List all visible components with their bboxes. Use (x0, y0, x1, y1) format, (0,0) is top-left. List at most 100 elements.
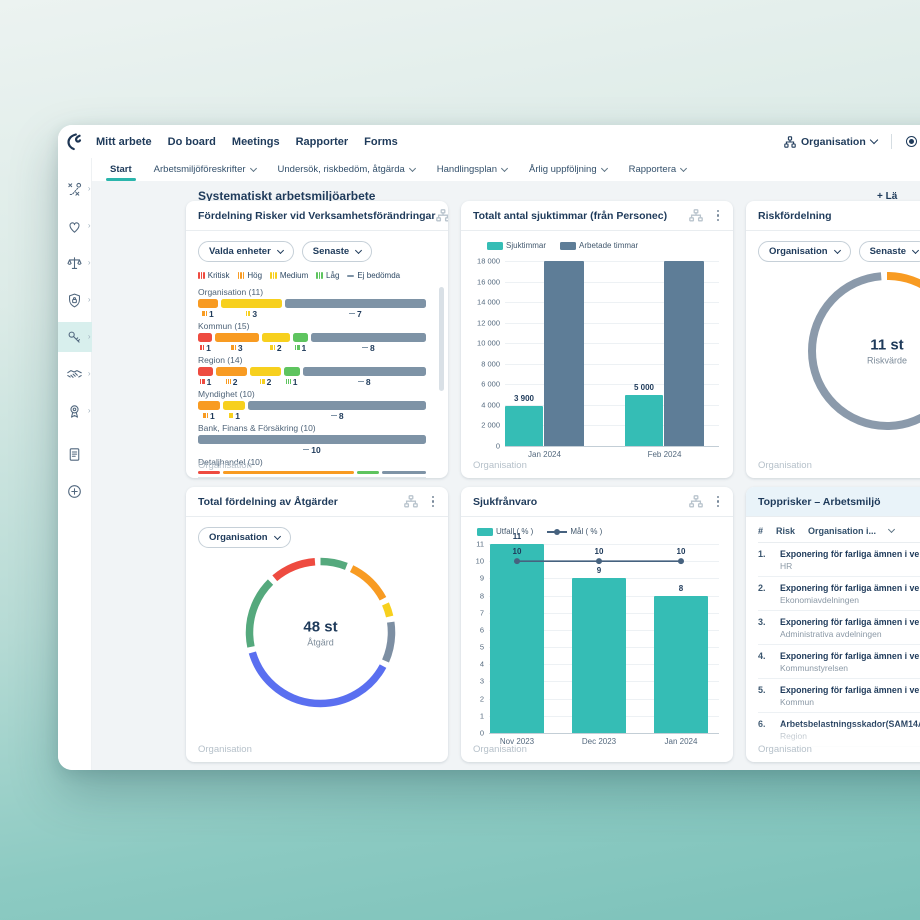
sidebar-item-heart[interactable]: › (58, 211, 92, 241)
bar-segment-hog (198, 401, 221, 410)
nav-item-forms[interactable]: Forms (364, 135, 398, 148)
swatch-bar (247, 311, 249, 316)
segment-count: 7 (357, 308, 362, 319)
legend-bars-swatch (316, 272, 324, 279)
swatch-bar (296, 345, 298, 350)
bar-segment-medium (223, 401, 246, 410)
filter-senaste[interactable]: Senaste (858, 241, 920, 262)
risk-row[interactable]: 5. Exponering för farliga ämnen i verksam… (758, 679, 920, 713)
sidebar-item-shield-lock[interactable]: › (58, 285, 92, 315)
card-menu-button[interactable] (713, 495, 723, 508)
card-scrollbar-thumb[interactable] (439, 287, 444, 391)
sidebar-item-handshake[interactable]: › (58, 359, 92, 389)
nav-item-mitt-arbete[interactable]: Mitt arbete (96, 135, 152, 148)
tab-handlingsplan[interactable]: Handlingsplan (436, 158, 509, 181)
tab-label: Handlingsplan (436, 164, 497, 175)
chevron-right-icon: › (87, 332, 91, 341)
y-tick-label: 5 (479, 642, 484, 652)
card-menu-button[interactable] (713, 209, 723, 222)
card-menu-button[interactable] (428, 495, 438, 508)
segment-value: 3 (221, 308, 282, 319)
segment-value: 1 (223, 410, 245, 421)
risk-row[interactable]: 1. Exponering för farliga ämnen i verksam… (758, 543, 920, 577)
filter-organisation[interactable]: Organisation (758, 241, 851, 262)
segment-values: 1 3 2 1 8 (198, 342, 426, 353)
chevron-right-icon: › (87, 221, 91, 230)
sidebar-item-key[interactable]: › (57, 322, 92, 352)
stacked-bar (198, 299, 426, 308)
risk-organisation: Region (780, 731, 807, 741)
chevron-down-icon (249, 164, 257, 172)
mini-bars-icon (228, 413, 234, 418)
sidebar-item-award[interactable]: › (58, 396, 92, 426)
org-chart-icon[interactable] (689, 209, 703, 222)
bar-sjuktimmar (505, 405, 543, 446)
risk-title: Exponering för farliga ämnen i verksamhe… (780, 583, 920, 593)
swatch-bar (203, 379, 205, 384)
risk-rank: 3. (758, 617, 766, 627)
risk-row[interactable]: 6. Arbetsbelastningsskador(SAM14AMRSK Regi… (758, 713, 920, 747)
tab-rlig-uppf-ljning[interactable]: Årlig uppföljning (529, 158, 608, 181)
legend-swatch (487, 241, 503, 250)
risk-row[interactable]: 3. Exponering för farliga ämnen i verksam… (758, 611, 920, 645)
sidebar-item-plus-circle[interactable] (58, 476, 92, 506)
donut-value: 48 st (303, 618, 338, 635)
y-tick-label: 8 000 (481, 359, 500, 369)
add-widget-link[interactable]: + Lä (877, 191, 898, 202)
segment-values: 1 3 7 (198, 308, 426, 319)
x-axis: 0 100% (198, 476, 426, 479)
risk-row[interactable]: 2. Exponering för farliga ämnen i verksam… (758, 577, 920, 611)
column-header-risk[interactable]: Risk (776, 526, 796, 536)
dash-icon (357, 380, 364, 383)
gridline (505, 363, 719, 365)
sidebar: › › › › › › › (57, 158, 92, 770)
legend-item-ej-bed-mda: Ej bedömda (347, 271, 400, 280)
risk-row[interactable]: 4. Exponering för farliga ämnen i verksam… (758, 645, 920, 679)
organisation-selector[interactable]: Organisation (784, 136, 879, 148)
bar-value-label: 9 (596, 566, 602, 576)
tab-start[interactable]: Start (106, 158, 136, 181)
mini-bars-icon (200, 379, 205, 384)
org-chart-icon[interactable] (435, 209, 448, 222)
segment-count: 2 (276, 342, 282, 353)
stacked-row-bank-finans-f-rs-kring-10: Bank, Finans & Försäkring (10) 10 (198, 423, 426, 455)
card-title: Fördelning Risker vid Verksamhetsförändr… (198, 209, 436, 222)
segment-value: 1 (293, 342, 307, 353)
filter-organisation[interactable]: Organisation (198, 527, 291, 548)
org-chart-icon[interactable] (689, 495, 703, 508)
document-icon (69, 447, 80, 461)
filter-senaste[interactable]: Senaste (301, 241, 373, 262)
tab-label: Start (110, 164, 132, 175)
handshake-icon (67, 369, 82, 378)
filter-valda-enheter[interactable]: Valda enheter (198, 241, 294, 262)
bar-segment-kritisk (198, 471, 220, 474)
app-logo-icon[interactable] (58, 125, 92, 158)
swatch-bar (240, 272, 242, 279)
filter-label: Senaste (312, 246, 350, 257)
top-bar: Mitt arbete Do board Meetings Rapporter Form… (58, 125, 920, 159)
tab-unders-k-riskbed-m-tg-rda[interactable]: Undersök, riskbedöm, åtgärda (278, 158, 416, 181)
tab-arbetsmilj-f-reskrifter[interactable]: Arbetsmiljöföreskrifter (154, 158, 257, 181)
column-header-[interactable]: # (758, 526, 764, 536)
column-header-organisation-i[interactable]: Organisation i... (808, 526, 877, 536)
nav-item-rapporter[interactable]: Rapporter (295, 135, 349, 148)
legend-item-sjuktimmar: Sjuktimmar (487, 241, 546, 250)
segment-value: 1 (198, 376, 213, 387)
card-title: Riskfördelning (758, 209, 832, 222)
sidebar-item-scales[interactable]: › (58, 248, 92, 278)
swatch-bar (198, 272, 200, 279)
y-tick-label: 3 (479, 676, 484, 686)
y-tick-label: 6 (479, 625, 484, 635)
legend-line-swatch (547, 528, 568, 535)
nav-item-do-board[interactable]: Do board (167, 135, 216, 148)
row-label: Kommun (15) (198, 321, 250, 331)
nav-item-meetings[interactable]: Meetings (231, 135, 280, 148)
card-title: Total fördelning av Åtgärder (198, 495, 338, 508)
org-chart-icon[interactable] (404, 495, 418, 508)
year-radio-selected[interactable] (905, 136, 917, 147)
tab-rapportera[interactable]: Rapportera (629, 158, 688, 181)
bar-segment-medium (221, 299, 282, 308)
card-header: Fördelning Risker vid Verksamhetsförändr… (186, 201, 448, 231)
sidebar-item-strategy[interactable]: › (58, 174, 92, 204)
sidebar-item-document[interactable] (58, 439, 92, 469)
